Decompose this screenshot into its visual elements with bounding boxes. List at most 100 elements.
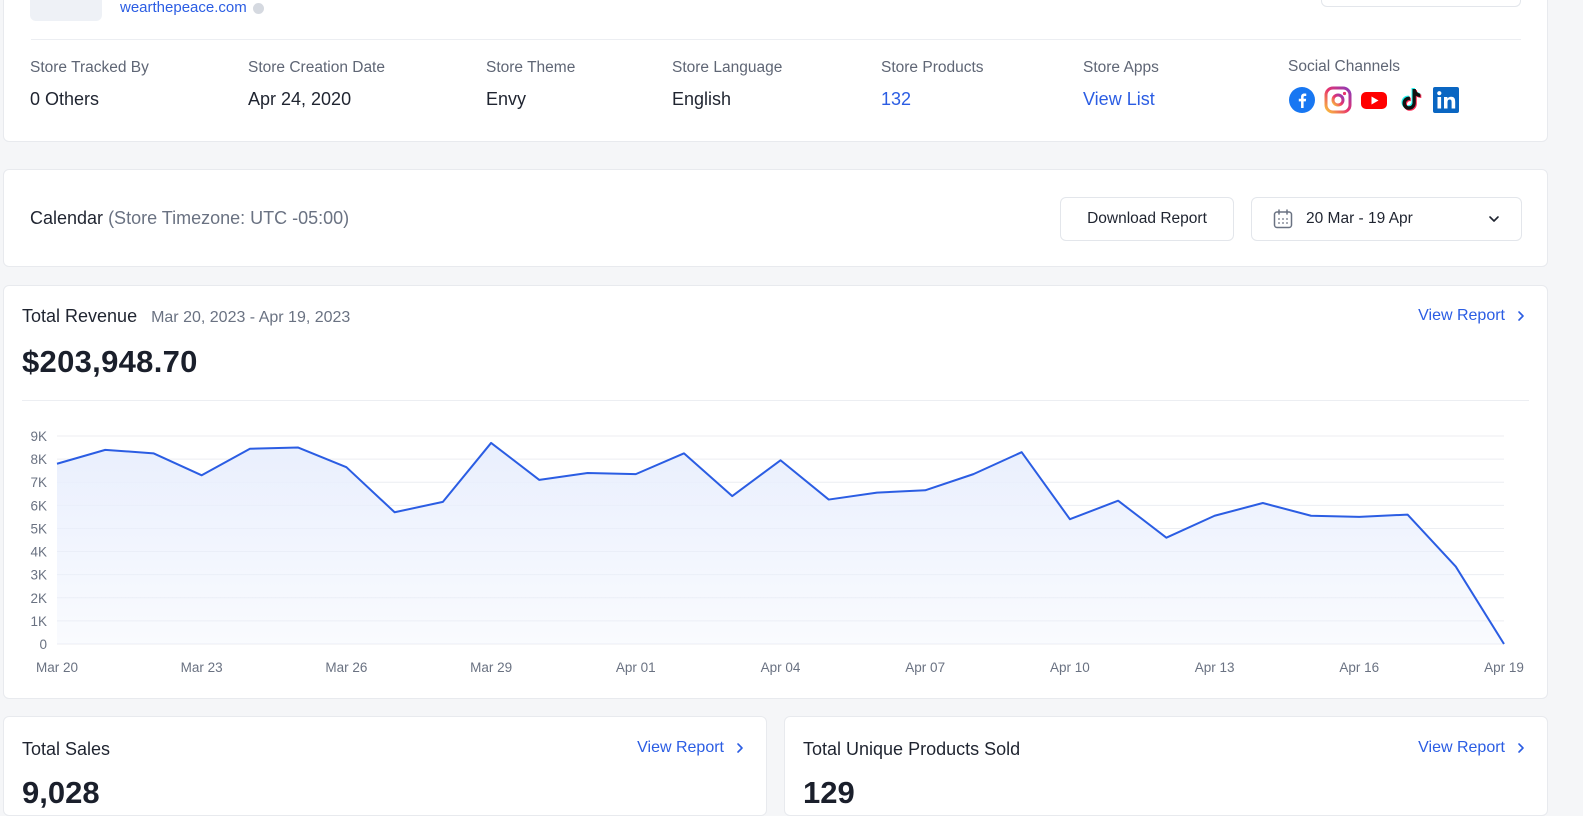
data-point: [1261, 501, 1265, 505]
data-point: [344, 465, 348, 469]
data-point: [151, 451, 155, 455]
download-report-button[interactable]: Download Report: [1060, 197, 1234, 241]
y-tick-label: 1K: [30, 614, 47, 629]
meta-value: 0 Others: [30, 89, 100, 109]
store-action-button[interactable]: [1321, 0, 1521, 7]
revenue-view-report-link[interactable]: View Report: [1418, 307, 1525, 325]
data-point: [1068, 517, 1072, 521]
data-point: [1164, 535, 1168, 539]
meta-label: Store Tracked By: [30, 59, 149, 76]
sales-value: 9,028: [22, 775, 100, 810]
data-point: [875, 490, 879, 494]
data-point: [200, 473, 204, 477]
products-count-link[interactable]: 132: [881, 89, 912, 109]
calendar-icon: [1272, 208, 1294, 230]
data-point: [248, 447, 252, 451]
data-point: [392, 510, 396, 514]
date-range-picker[interactable]: 20 Mar - 19 Apr: [1251, 197, 1522, 241]
x-tick-label: Mar 20: [36, 660, 78, 675]
data-point: [489, 441, 493, 445]
facebook-icon[interactable]: [1288, 86, 1316, 114]
meta-apps: Store Apps View List: [1083, 59, 1159, 110]
view-apps-link[interactable]: View List: [1083, 89, 1155, 109]
unique-view-report-link[interactable]: View Report: [1418, 739, 1525, 757]
calendar-label: Calendar: [30, 208, 104, 228]
x-tick-label: Apr 07: [905, 660, 945, 675]
chevron-down-icon: [1487, 212, 1501, 226]
sales-title: Total Sales: [22, 739, 111, 759]
meta-value: English: [672, 89, 732, 109]
x-tick-label: Mar 29: [470, 660, 512, 675]
tiktok-icon[interactable]: [1396, 86, 1424, 114]
y-tick-label: 6K: [30, 498, 47, 513]
instagram-icon[interactable]: [1324, 86, 1352, 114]
y-tick-label: 0: [39, 637, 47, 652]
meta-socials: Social Channels: [1288, 58, 1460, 114]
meta-language: Store Language English: [672, 59, 782, 110]
data-point: [1212, 514, 1216, 518]
chevron-right-icon: [737, 743, 743, 753]
x-tick-label: Mar 26: [325, 660, 367, 675]
chevron-right-icon: [1518, 311, 1524, 321]
meta-creation-date: Store Creation Date Apr 24, 2020: [248, 59, 385, 110]
x-tick-label: Mar 23: [181, 660, 223, 675]
revenue-header: Total Revenue Mar 20, 2023 - Apr 19, 2023: [22, 306, 350, 327]
unique-products-card: Total Unique Products Sold View Report 1…: [784, 716, 1548, 816]
revenue-title: Total Revenue: [22, 306, 138, 326]
youtube-icon[interactable]: [1360, 86, 1388, 114]
sales-view-report-link[interactable]: View Report: [637, 739, 744, 757]
revenue-amount: $203,948.70: [22, 344, 198, 379]
data-point: [55, 462, 59, 466]
x-tick-label: Apr 01: [616, 660, 656, 675]
view-report-label: View Report: [1418, 307, 1505, 324]
y-tick-label: 7K: [30, 475, 47, 490]
data-point: [923, 488, 927, 492]
linkedin-icon[interactable]: [1432, 86, 1460, 114]
data-point: [634, 472, 638, 476]
meta-label: Store Products: [881, 59, 984, 76]
store-domain-text[interactable]: wearthepeace.com: [120, 0, 247, 16]
data-point: [682, 451, 686, 455]
meta-label: Social Channels: [1288, 58, 1401, 75]
y-tick-label: 9K: [30, 429, 47, 444]
store-timezone: (Store Timezone: UTC -05:00): [108, 208, 350, 228]
revenue-area: [57, 442, 1504, 644]
data-point: [296, 445, 300, 449]
chevron-right-icon: [1518, 743, 1524, 753]
unique-products-value: 129: [803, 775, 855, 810]
data-point: [1019, 450, 1023, 454]
x-tick-label: Apr 19: [1484, 660, 1524, 675]
view-report-label: View Report: [637, 739, 724, 756]
meta-label: Store Apps: [1083, 59, 1159, 76]
y-tick-label: 8K: [30, 452, 47, 467]
unique-products-title: Total Unique Products Sold: [803, 739, 1021, 759]
data-point: [971, 472, 975, 476]
info-icon[interactable]: [252, 2, 264, 14]
divider: [31, 39, 1521, 40]
data-point: [778, 458, 782, 462]
meta-tracked-by: Store Tracked By 0 Others: [30, 59, 149, 110]
revenue-line: [56, 441, 1505, 645]
data-point: [1309, 514, 1313, 518]
y-tick-label: 3K: [30, 568, 47, 583]
data-point: [827, 497, 831, 501]
data-point: [1454, 564, 1458, 568]
y-tick-label: 2K: [30, 591, 47, 606]
meta-theme: Store Theme Envy: [486, 59, 575, 110]
calendar-card: Calendar (Store Timezone: UTC -05:00) Do…: [3, 169, 1548, 267]
data-point: [1357, 515, 1361, 519]
y-tick-label: 5K: [30, 521, 47, 536]
social-icons: [1288, 86, 1460, 114]
data-point: [537, 478, 541, 482]
date-range-value: 20 Mar - 19 Apr: [1306, 210, 1413, 227]
total-sales-card: Total Sales View Report 9,028: [3, 716, 767, 816]
store-domain-link[interactable]: wearthepeace.com: [120, 0, 264, 16]
revenue-chart: 0 1K 2K 3K 4K 5K 6K 7K 8K 9K Mar 20 Mar 23 Mar 26 Mar…: [30, 429, 1524, 675]
data-point: [1502, 642, 1506, 646]
data-point: [1116, 499, 1120, 503]
x-tick-label: Apr 04: [761, 660, 801, 675]
y-tick-label: 4K: [30, 545, 47, 560]
meta-value: Envy: [486, 89, 527, 109]
x-tick-label: Apr 13: [1195, 660, 1235, 675]
meta-label: Store Language: [672, 59, 783, 76]
